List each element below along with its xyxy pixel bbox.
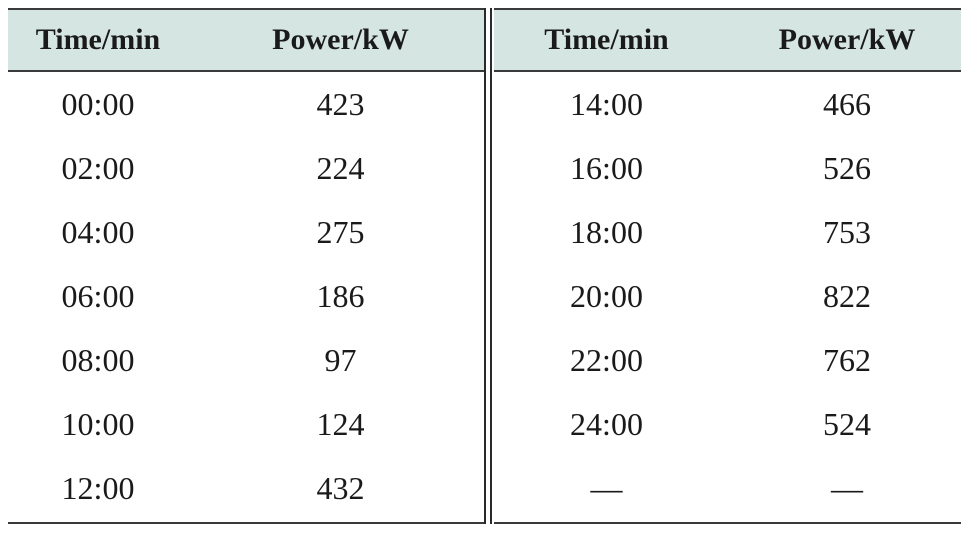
table-row: 08:00 97 [8, 328, 484, 392]
power-cell: 526 [823, 150, 871, 186]
header-time: Time/min [35, 23, 161, 56]
time-cell: — [590, 470, 623, 506]
table-left-half: Time/min Power/kW 00:00 423 02:00 224 04… [8, 8, 484, 524]
table-row: 14:00 466 [494, 72, 961, 136]
power-cell: 224 [316, 150, 365, 186]
time-cell: 08:00 [61, 342, 135, 378]
table-row: 00:00 423 [8, 72, 484, 136]
time-cell: 06:00 [61, 278, 135, 314]
table-body: 00:00 423 02:00 224 04:00 275 06:00 186 … [8, 72, 484, 524]
power-cell: 97 [324, 342, 357, 378]
time-cell: 22:00 [570, 342, 643, 378]
time-cell: 00:00 [61, 86, 135, 122]
power-cell: 762 [823, 342, 871, 378]
table-row: 12:00 432 [8, 456, 484, 520]
table-row: 06:00 186 [8, 264, 484, 328]
power-cell: 186 [316, 278, 365, 314]
table-body: 14:00 466 16:00 526 18:00 753 20:00 822 … [494, 72, 961, 524]
column-divider-left [484, 8, 486, 524]
power-cell: — [831, 470, 863, 506]
power-table: Time/min Power/kW 00:00 423 02:00 224 04… [8, 8, 961, 524]
time-cell: 02:00 [61, 150, 135, 186]
table-right-half: Time/min Power/kW 14:00 466 16:00 526 18… [494, 8, 961, 524]
power-cell: 753 [823, 214, 871, 250]
time-cell: 10:00 [61, 406, 135, 442]
time-cell: 14:00 [570, 86, 643, 122]
time-cell: 24:00 [570, 406, 643, 442]
table-row: 20:00 822 [494, 264, 961, 328]
time-cell: 18:00 [570, 214, 643, 250]
time-cell: 12:00 [61, 470, 135, 506]
time-cell: 04:00 [61, 214, 135, 250]
table-row: 18:00 753 [494, 200, 961, 264]
power-cell: 124 [316, 406, 365, 442]
power-cell: 466 [823, 86, 871, 122]
power-cell: 822 [823, 278, 871, 314]
table-header-row: Time/min Power/kW [494, 8, 961, 72]
power-cell: 275 [316, 214, 365, 250]
power-cell: 524 [823, 406, 871, 442]
table-header-row: Time/min Power/kW [8, 8, 484, 72]
header-time: Time/min [544, 23, 669, 56]
column-divider-right [490, 8, 492, 524]
header-power: Power/kW [272, 23, 409, 56]
table-row: 04:00 275 [8, 200, 484, 264]
power-cell: 423 [316, 86, 365, 122]
table-row: — — [494, 456, 961, 520]
header-power: Power/kW [778, 23, 916, 56]
table-row: 16:00 526 [494, 136, 961, 200]
time-cell: 16:00 [570, 150, 643, 186]
time-cell: 20:00 [570, 278, 643, 314]
table-row: 02:00 224 [8, 136, 484, 200]
table-row: 24:00 524 [494, 392, 961, 456]
table-row: 10:00 124 [8, 392, 484, 456]
power-cell: 432 [316, 470, 365, 506]
table-row: 22:00 762 [494, 328, 961, 392]
